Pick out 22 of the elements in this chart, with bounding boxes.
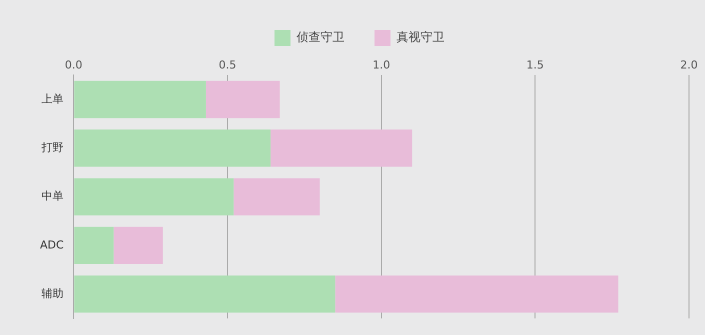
y-tick-label: 辅助 xyxy=(42,286,64,300)
x-tick-label: 1.0 xyxy=(372,58,390,72)
bar xyxy=(335,275,618,313)
bar xyxy=(206,80,280,118)
x-tick-label: 0.5 xyxy=(218,58,236,72)
bar xyxy=(234,178,320,216)
bar xyxy=(74,275,336,313)
legend-label: 侦查守卫 xyxy=(296,30,344,44)
bar xyxy=(270,130,412,167)
y-tick-label: 中单 xyxy=(42,190,64,203)
x-tick-label: 2.0 xyxy=(680,58,698,72)
bar xyxy=(74,130,271,167)
y-tick-label: 上单 xyxy=(42,92,64,106)
legend-label: 真视守卫 xyxy=(396,30,444,44)
y-tick-label: 打野 xyxy=(40,141,64,154)
bar xyxy=(74,178,234,216)
bar xyxy=(74,80,206,118)
x-tick-label: 0.0 xyxy=(64,58,82,72)
x-tick-label: 1.5 xyxy=(526,58,544,72)
bar xyxy=(74,226,114,264)
bar xyxy=(114,226,163,264)
y-tick-label: ADC xyxy=(40,238,64,252)
